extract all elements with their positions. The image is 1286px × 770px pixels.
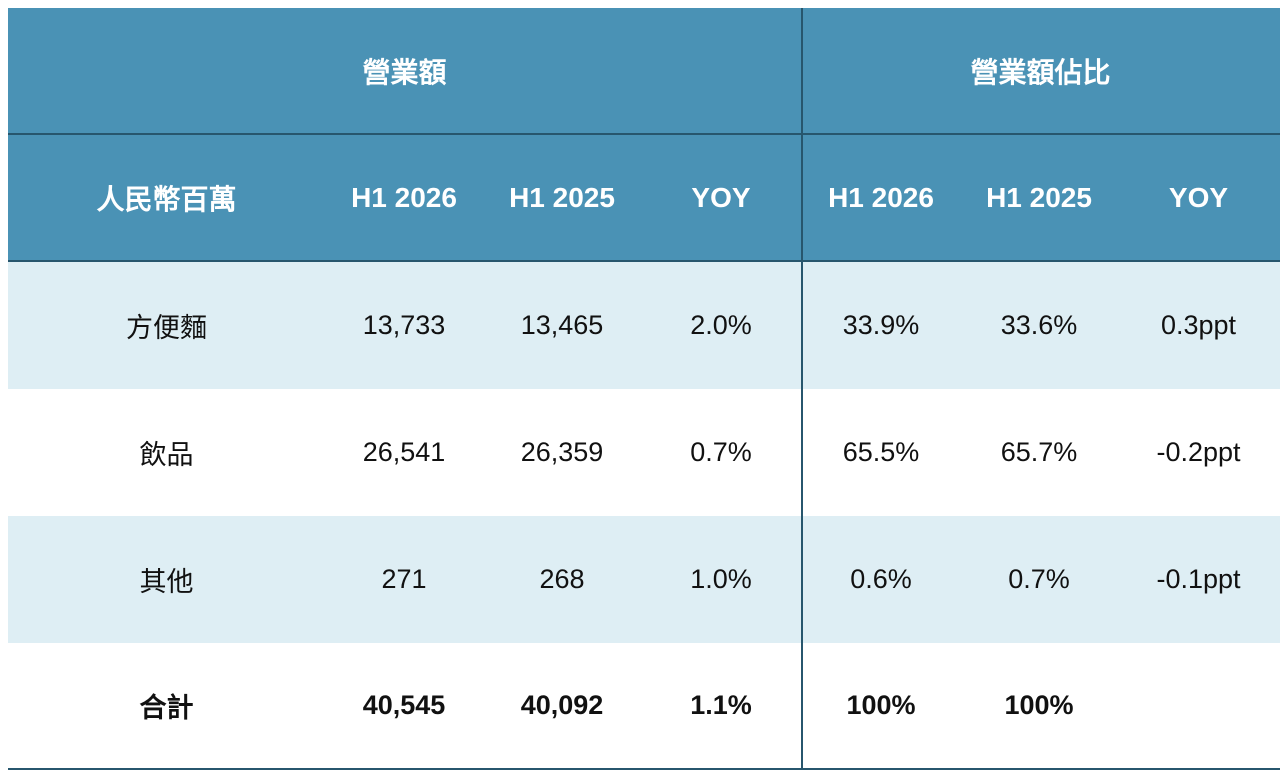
- share-2025-cell: 0.7%: [1008, 564, 1070, 594]
- share-2025-cell: 65.7%: [1000, 437, 1078, 467]
- total-rev-yoy-cell: 1.1%: [690, 690, 752, 720]
- column-header-rev-h1-2026: H1 2026: [351, 181, 457, 213]
- total-rev-2026-cell: 40,545: [362, 690, 446, 720]
- column-header-row: 人民幣百萬 H1 2026 H1 2025 YOY H1 2026 H1 202…: [8, 135, 1280, 262]
- rev-2025-cell: 13,465: [520, 310, 604, 340]
- row-label: 飲品: [139, 440, 194, 470]
- rev-2026-cell: 26,541: [362, 437, 446, 467]
- share-2026-cell: 65.5%: [801, 389, 959, 516]
- table-row-total: 合計 40,545 40,092 1.1% 100% 100%: [8, 643, 1280, 770]
- table-row-beverages: 飲品 26,541 26,359 0.7% 65.5% 65.7% -0.2pp…: [8, 389, 1280, 516]
- share-yoy-cell: 0.3ppt: [1160, 310, 1237, 340]
- rev-yoy-cell: 2.0%: [690, 310, 752, 340]
- row-label: 其他: [139, 567, 194, 597]
- table-row-instant-noodles: 方便麵 13,733 13,465 2.0% 33.9% 33.6% 0.3pp…: [8, 262, 1280, 389]
- rev-yoy-cell: 1.0%: [690, 564, 752, 594]
- share-2026-cell: 33.9%: [801, 262, 959, 389]
- rev-2026-cell: 13,733: [362, 310, 446, 340]
- total-share-yoy-cell: [1119, 643, 1278, 768]
- column-header-unit: 人民幣百萬: [96, 183, 237, 215]
- row-label: 方便麵: [126, 313, 207, 343]
- share-yoy-cell: -0.2ppt: [1156, 437, 1241, 467]
- share-yoy-cell: -0.1ppt: [1156, 564, 1241, 594]
- rev-2025-cell: 26,359: [520, 437, 604, 467]
- rev-yoy-cell: 0.7%: [690, 437, 752, 467]
- table-row-others: 其他 271 268 1.0% 0.6% 0.7% -0.1ppt: [8, 516, 1280, 643]
- total-share-2026-cell: 100%: [801, 643, 959, 768]
- group-header-share: 營業額佔比: [801, 8, 1278, 133]
- total-label: 合計: [139, 693, 194, 723]
- column-header-share-yoy: YOY: [1168, 181, 1229, 213]
- revenue-table: 營業額 營業額佔比 人民幣百萬 H1 2026 H1 2025 YOY H1 2…: [8, 8, 1280, 770]
- column-header-rev-yoy: YOY: [691, 181, 751, 213]
- group-header-revenue: 營業額: [362, 56, 447, 88]
- share-2025-cell: 33.6%: [1000, 310, 1078, 340]
- column-header-rev-h1-2025: H1 2025: [509, 181, 615, 213]
- rev-2026-cell: 271: [381, 564, 427, 594]
- rev-2025-cell: 268: [539, 564, 585, 594]
- share-2026-cell: 0.6%: [801, 516, 959, 643]
- column-header-share-h1-2026: H1 2026: [801, 135, 959, 260]
- group-header-row: 營業額 營業額佔比: [8, 8, 1280, 135]
- column-header-share-h1-2025: H1 2025: [986, 181, 1092, 213]
- total-share-2025-cell: 100%: [1004, 690, 1074, 720]
- total-rev-2025-cell: 40,092: [520, 690, 604, 720]
